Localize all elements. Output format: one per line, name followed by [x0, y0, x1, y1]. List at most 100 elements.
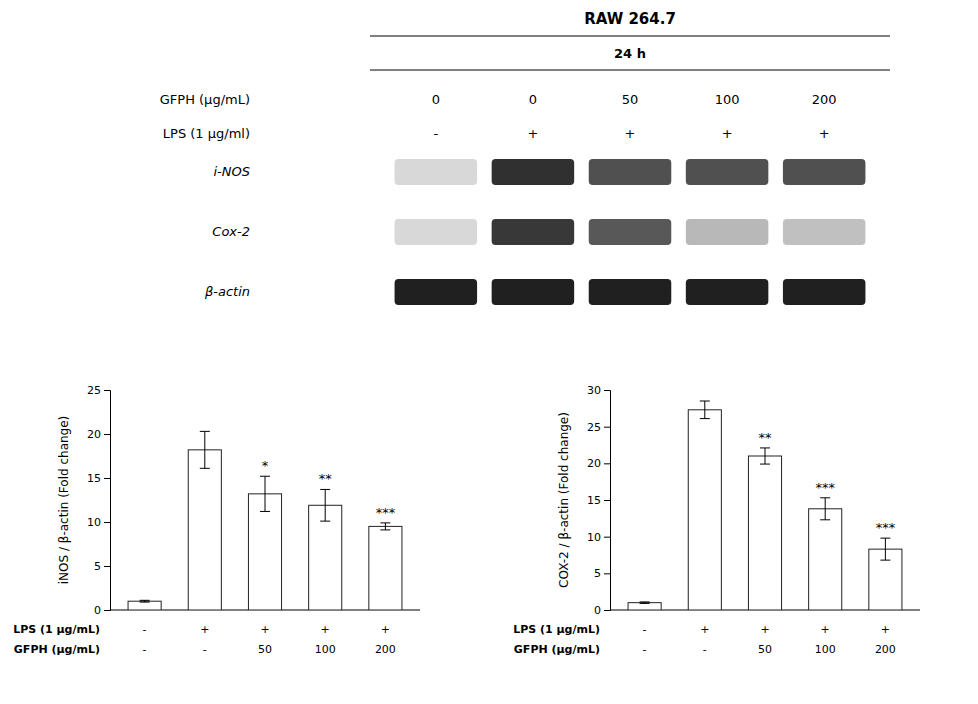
error-bar-cap	[260, 511, 270, 512]
condition-label: 200	[375, 643, 396, 656]
y-tick-label: 10	[587, 531, 601, 544]
significance-label: ***	[876, 520, 896, 535]
error-bar-line	[325, 489, 326, 521]
y-tick-mark	[104, 610, 110, 611]
western-blot: RAW 264.724 hGFPH (μg/mL)0050100200LPS (…	[160, 10, 890, 305]
y-tick-mark	[604, 573, 610, 574]
bar-chart: 051015202530COX-2 / β-actin (Fold change…	[513, 384, 920, 656]
error-bar-cap	[820, 497, 830, 498]
y-tick-label: 25	[587, 421, 601, 434]
y-tick: 15	[87, 472, 110, 485]
bracket-line	[370, 70, 890, 71]
condition-label: 50	[758, 643, 772, 656]
blot-band	[783, 219, 866, 245]
error-bar-cap	[880, 538, 890, 539]
error-bar	[260, 476, 270, 511]
condition-name: LPS (1 μg/mL)	[513, 623, 600, 636]
bracket-line	[370, 36, 890, 37]
blot-band	[492, 279, 575, 305]
y-axis-title: COX-2 / β-actin (Fold change)	[557, 412, 571, 588]
plot-area	[128, 431, 402, 610]
error-bar-line	[825, 498, 826, 520]
condition-label: 100	[715, 92, 740, 107]
y-tick-label: 5	[594, 567, 601, 580]
condition-label: +	[260, 623, 269, 636]
bar	[188, 450, 221, 610]
blot-title: RAW 264.7	[584, 10, 676, 28]
y-tick: 25	[587, 421, 610, 434]
blot-band	[783, 159, 866, 185]
condition-label: +	[881, 623, 890, 636]
y-axis: 0510152025	[87, 384, 111, 617]
bar	[688, 410, 721, 610]
blot-band	[395, 279, 478, 305]
y-tick: 5	[94, 560, 110, 573]
error-bar-line	[704, 401, 705, 419]
error-bar-cap	[640, 601, 650, 602]
band-row-name: β-actin	[204, 284, 250, 299]
y-tick-label: 20	[87, 428, 101, 441]
condition-name: GFPH (μg/mL)	[14, 643, 100, 656]
bar-chart: 0510152025iNOS / β-actin (Fold change)**…	[13, 384, 420, 656]
error-bar-line	[885, 538, 886, 560]
error-bar-line	[265, 476, 266, 511]
significance-label: ***	[376, 505, 396, 520]
condition-label: -	[703, 643, 707, 656]
condition-label: 100	[315, 643, 336, 656]
condition-label: +	[819, 126, 830, 141]
condition-label: -	[643, 643, 647, 656]
bar	[748, 456, 781, 610]
condition-name: GFPH (μg/mL)	[160, 92, 250, 107]
significance-label: *	[262, 458, 269, 473]
condition-label: -	[143, 643, 147, 656]
error-bar	[700, 401, 710, 419]
band-row-name: Cox-2	[212, 224, 250, 239]
bar	[128, 601, 161, 610]
y-tick-label: 15	[587, 494, 601, 507]
significance-label: **	[759, 430, 773, 445]
blot-band	[783, 279, 866, 305]
y-tick-mark	[104, 566, 110, 567]
y-tick-mark	[604, 537, 610, 538]
condition-label: 200	[875, 643, 896, 656]
y-tick: 0	[94, 604, 110, 617]
error-bar-line	[385, 523, 386, 530]
error-bar-cap	[140, 602, 150, 603]
error-bar	[640, 602, 650, 603]
significance-label: ***	[815, 480, 835, 495]
error-bar-cap	[200, 431, 210, 432]
y-tick-mark	[104, 478, 110, 479]
figure: RAW 264.724 hGFPH (μg/mL)0050100200LPS (…	[0, 0, 978, 704]
error-bar-cap	[700, 401, 710, 402]
y-tick-mark	[104, 434, 110, 435]
condition-label: +	[722, 126, 733, 141]
y-tick-label: 5	[94, 560, 101, 573]
blot-band	[589, 219, 672, 245]
y-axis-line	[104, 391, 111, 611]
condition-label: +	[321, 623, 330, 636]
error-bar-cap	[260, 476, 270, 477]
y-tick: 10	[587, 531, 610, 544]
error-bar	[320, 489, 330, 521]
error-bar	[760, 448, 770, 464]
condition-label: +	[200, 623, 209, 636]
error-bar-cap	[700, 418, 710, 419]
error-bar	[200, 431, 210, 468]
y-tick-label: 30	[587, 384, 601, 397]
condition-label: 0	[529, 92, 537, 107]
blot-band	[686, 219, 769, 245]
y-axis-line	[604, 391, 611, 611]
condition-label: +	[625, 126, 636, 141]
y-tick: 20	[587, 457, 610, 470]
y-tick-mark	[604, 500, 610, 501]
y-tick: 10	[87, 516, 110, 529]
error-bar-cap	[640, 603, 650, 604]
y-tick-label: 20	[587, 457, 601, 470]
condition-label: 50	[622, 92, 639, 107]
y-tick-mark	[604, 610, 610, 611]
y-tick-mark	[604, 463, 610, 464]
error-bar	[880, 538, 890, 560]
error-bar-cap	[380, 529, 390, 530]
condition-label: -	[433, 126, 438, 141]
error-bar	[380, 523, 390, 530]
